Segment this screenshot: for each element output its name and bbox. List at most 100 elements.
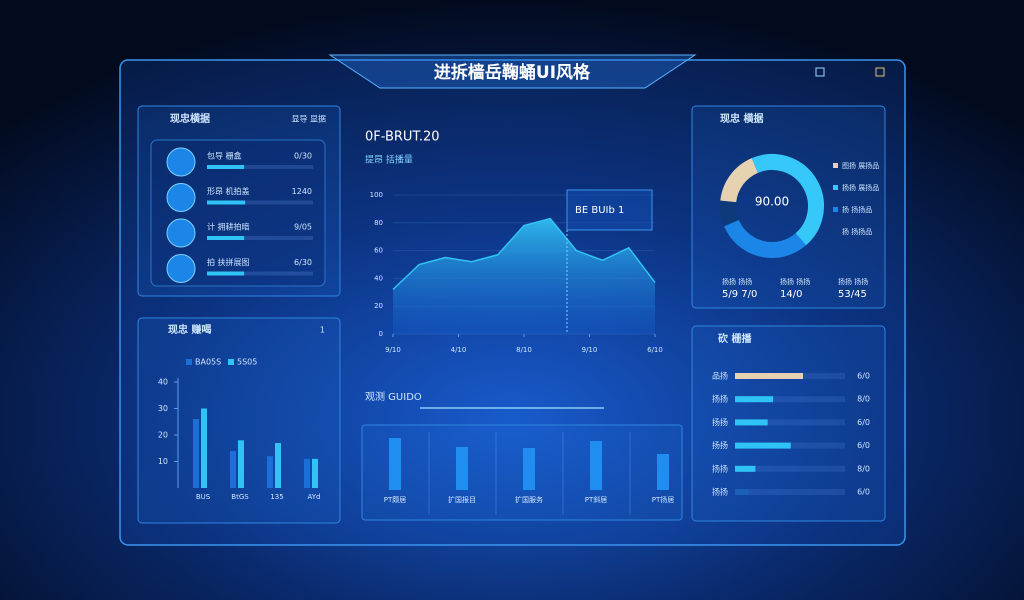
y-tick-label: 60 xyxy=(374,247,383,255)
progress-track xyxy=(735,465,845,472)
row-label: 扬扬 xyxy=(712,440,728,450)
row-value: 6/0 xyxy=(857,441,870,450)
x-tick-label: 9/10 xyxy=(582,346,598,354)
x-tick-label: PT扬居 xyxy=(652,495,675,504)
row-icon xyxy=(166,218,196,248)
row-value: 9/05 xyxy=(294,223,312,232)
donut-segment xyxy=(720,158,759,203)
row-value: 0/30 xyxy=(294,152,312,161)
bar xyxy=(590,441,602,490)
x-tick-label: 4/10 xyxy=(451,346,467,354)
bar xyxy=(238,440,244,488)
bar xyxy=(193,419,199,488)
donut-center: 90.00 xyxy=(755,195,789,209)
panel xyxy=(361,424,683,521)
progress-bar xyxy=(735,419,768,426)
y-tick-label: 80 xyxy=(374,219,383,227)
row-value: 6/0 xyxy=(857,418,870,427)
x-tick-label: 9/10 xyxy=(385,346,401,354)
y-tick-label: 20 xyxy=(374,302,383,310)
bar xyxy=(201,408,207,488)
bar xyxy=(523,448,535,490)
row-value: 8/0 xyxy=(857,464,870,473)
bar xyxy=(657,454,669,490)
panel xyxy=(691,105,886,309)
row-label: 扬扬 xyxy=(712,487,728,497)
panel-title: 砍 栅播 xyxy=(718,332,752,345)
stat-label: 扬扬 扬扬 xyxy=(838,277,868,286)
row-value: 6/0 xyxy=(857,488,870,497)
row-label: 扬扬 xyxy=(712,394,728,404)
y-tick-label: 30 xyxy=(158,404,168,413)
legend-swatch xyxy=(186,359,192,365)
area xyxy=(393,218,655,334)
progress-bar xyxy=(735,442,791,449)
icon xyxy=(875,67,885,77)
row-icon xyxy=(166,183,196,212)
row-label: 扬扬 xyxy=(712,417,728,427)
legend-label: 扬 扬扬品 xyxy=(842,227,872,236)
bar xyxy=(389,438,401,490)
stat-value: 53/45 xyxy=(838,289,867,300)
progress-track xyxy=(207,165,313,169)
x-tick-label: 扩国服务 xyxy=(515,495,543,504)
row-label: 计 拥耕拍暗 xyxy=(207,222,250,232)
stat-value: 5/9 7/0 xyxy=(722,289,757,300)
legend-label: 扬扬 展扬品 xyxy=(842,183,879,192)
x-tick-label: 135 xyxy=(270,493,283,501)
y-tick-label: 0 xyxy=(379,330,383,338)
bar xyxy=(230,450,236,488)
progress-bar xyxy=(735,373,803,379)
legend-label: 5S05 xyxy=(237,358,257,367)
row-value: 6/0 xyxy=(857,372,870,381)
row-label: 扬扬 xyxy=(712,463,728,473)
y-tick-label: 20 xyxy=(158,431,168,440)
tooltip-text: BE BUIb 1 xyxy=(575,205,624,216)
donut-segment xyxy=(751,154,824,246)
progress-bar xyxy=(735,465,756,472)
legend-swatch xyxy=(833,229,838,234)
row-icon xyxy=(166,147,196,177)
panel-action: 1 xyxy=(320,326,325,335)
legend-label: 图扬 展扬品 xyxy=(842,161,879,170)
x-tick-label: 6/10 xyxy=(647,346,663,354)
y-tick-label: 10 xyxy=(158,457,168,466)
progress-bar xyxy=(207,271,245,276)
inner-frame xyxy=(150,139,326,287)
tooltip-box xyxy=(566,189,653,231)
stat-label: 扬扬 扬扬 xyxy=(780,277,810,286)
bar xyxy=(312,458,318,488)
header-plate xyxy=(328,54,697,89)
legend-swatch xyxy=(228,359,234,365)
bar xyxy=(267,456,273,488)
stat-value: 14/0 xyxy=(780,289,802,300)
panel-title: 现忠 赚喝 xyxy=(168,323,211,336)
bar xyxy=(304,458,310,488)
legend-swatch xyxy=(833,163,838,168)
row-label: 形昂 机拍盖 xyxy=(207,186,250,196)
bar xyxy=(275,442,281,488)
row-label: 包导 栅盒 xyxy=(207,151,242,161)
progress-bar xyxy=(207,200,246,205)
panel xyxy=(137,317,341,524)
x-tick-label: PT颇居 xyxy=(384,495,407,504)
row-value: 1240 xyxy=(292,187,312,196)
progress-bar xyxy=(207,236,245,240)
progress-bar xyxy=(735,489,749,495)
progress-bar xyxy=(735,396,774,403)
donut-segment xyxy=(724,219,807,258)
progress-track xyxy=(207,200,313,205)
chart-title: 观测 GUIDO xyxy=(365,390,422,403)
y-tick-label: 100 xyxy=(370,191,383,199)
legend-label: BA05S xyxy=(195,358,221,367)
row-icon xyxy=(166,254,196,283)
progress-track xyxy=(735,419,845,426)
row-label: 拍 扶拼展图 xyxy=(207,257,250,267)
legend-label: 扬 扬扬品 xyxy=(842,205,872,214)
chart-title: 0F-BRUT.20 xyxy=(365,130,440,145)
panel-title: 现忠 横据 xyxy=(720,112,763,125)
icon xyxy=(815,67,825,77)
chart-subtitle: 提昂 括播量 xyxy=(365,154,413,166)
